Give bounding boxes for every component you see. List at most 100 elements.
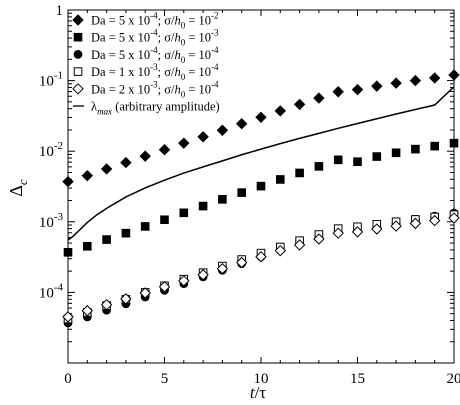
data-point xyxy=(102,235,111,244)
y-axis-ticks: 10-4 10-3 10-2 10-1 1 xyxy=(39,3,454,364)
data-point xyxy=(63,247,73,257)
data-point xyxy=(255,111,267,124)
data-point xyxy=(81,169,94,182)
legend-item: Da = 5 x 10-4; σ/h0 = 10-2 xyxy=(72,11,219,31)
data-point xyxy=(332,86,344,98)
data-point xyxy=(120,293,132,305)
x-tick-label: 0 xyxy=(64,371,72,387)
data-point xyxy=(256,181,266,191)
legend-marker xyxy=(72,83,84,95)
legend-marker xyxy=(73,67,83,76)
y-axis-label-delta: Δ xyxy=(6,185,26,197)
legend-marker xyxy=(73,32,83,42)
legend-label: Da = 5 x 10-4; σ/h0 = 10-3 xyxy=(91,28,219,48)
data-point xyxy=(372,152,382,161)
data-point xyxy=(313,92,325,104)
y-axis-label: Δc xyxy=(6,179,30,197)
data-point xyxy=(333,155,343,165)
data-point xyxy=(409,74,422,87)
data-point xyxy=(449,138,459,148)
data-point xyxy=(160,215,169,225)
data-point xyxy=(120,156,132,169)
data-point xyxy=(409,217,422,230)
series-1 xyxy=(62,69,460,188)
data-point xyxy=(100,163,113,175)
x-tick-label: 10 xyxy=(254,371,269,387)
data-point xyxy=(218,195,227,204)
data-point xyxy=(139,150,151,162)
data-point xyxy=(274,105,287,117)
series-layer xyxy=(62,69,460,328)
data-point xyxy=(216,124,229,136)
data-point xyxy=(448,69,460,81)
legend-label: Da = 1 x 10-3; σ/h0 = 10-4 xyxy=(91,62,219,82)
legend-item: Da = 2 x 10-3; σ/h0 = 10-4 xyxy=(72,79,219,99)
data-point xyxy=(411,144,420,154)
legend-item: Da = 5 x 10-4; σ/h0 = 10-4 xyxy=(73,45,219,65)
data-point xyxy=(313,233,325,245)
data-point xyxy=(100,298,113,311)
data-point xyxy=(235,256,248,269)
data-point xyxy=(81,305,94,317)
series-2 xyxy=(63,138,459,257)
data-point xyxy=(197,269,209,281)
y-tick-label: 1 xyxy=(56,3,64,19)
x-tick-label: 15 xyxy=(350,371,365,387)
data-point xyxy=(83,241,92,251)
y-tick-label: 10-4 xyxy=(39,281,64,301)
y-tick-label: 10-3 xyxy=(39,211,64,231)
x-axis-label-t: t xyxy=(250,383,256,402)
data-point xyxy=(293,239,306,251)
x-tick-label: 5 xyxy=(161,371,169,387)
series-6 xyxy=(67,86,455,241)
legend-label: Da = 5 x 10-4; σ/h0 = 10-2 xyxy=(91,11,219,31)
series-5 xyxy=(62,212,460,323)
data-point xyxy=(390,220,402,232)
data-point xyxy=(274,244,287,257)
data-point xyxy=(430,141,439,151)
data-point xyxy=(428,72,441,84)
data-point xyxy=(237,188,246,197)
y-tick-label: 10-2 xyxy=(39,140,63,160)
legend-item: λmax (arbitrary amplitude) xyxy=(73,100,220,117)
x-axis-label-rest: /τ xyxy=(255,383,267,402)
y-tick-label: 10-1 xyxy=(39,70,63,90)
data-point xyxy=(391,148,401,158)
legend-item: Da = 5 x 10-4; σ/h0 = 10-3 xyxy=(73,28,219,48)
data-point xyxy=(62,175,74,188)
legend-item: Da = 1 x 10-3; σ/h0 = 10-4 xyxy=(73,62,219,82)
x-axis-label: t/τ xyxy=(250,383,266,402)
data-point xyxy=(235,118,248,130)
legend-label: Da = 5 x 10-4; σ/h0 = 10-4 xyxy=(91,45,219,65)
data-point xyxy=(351,83,364,96)
data-point xyxy=(371,80,383,92)
data-point xyxy=(353,157,362,167)
data-point xyxy=(158,143,171,156)
data-point xyxy=(158,281,171,293)
legend-marker xyxy=(72,14,84,26)
data-point xyxy=(62,311,74,323)
data-point xyxy=(255,251,267,263)
data-point xyxy=(178,137,190,149)
legend-label: λmax (arbitrary amplitude) xyxy=(91,100,220,117)
data-point xyxy=(178,275,190,287)
x-axis-ticks: 0 5 10 15 20 xyxy=(64,10,460,387)
lambda-max-curve xyxy=(67,86,455,241)
data-point xyxy=(197,131,209,143)
data-point xyxy=(121,228,131,238)
y-axis-label-sub: c xyxy=(15,179,30,185)
x-tick-label: 20 xyxy=(447,371,460,387)
data-point xyxy=(179,208,189,218)
data-point xyxy=(314,162,324,171)
data-point xyxy=(198,201,208,211)
legend-label: Da = 2 x 10-3; σ/h0 = 10-4 xyxy=(91,79,219,99)
data-point xyxy=(390,77,402,89)
data-point xyxy=(276,175,285,184)
data-point xyxy=(140,222,150,231)
data-point xyxy=(216,262,229,275)
data-point xyxy=(332,227,344,239)
data-point xyxy=(428,214,441,227)
data-point xyxy=(139,287,151,299)
data-point xyxy=(371,223,383,235)
